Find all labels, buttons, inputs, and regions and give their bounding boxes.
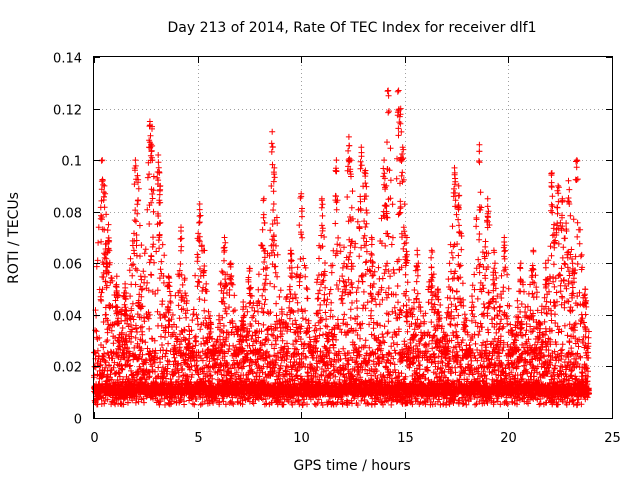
data-point-cluster	[572, 157, 581, 267]
data-point-cluster	[268, 128, 277, 256]
y-tick-label: 0.02	[53, 361, 82, 376]
data-point-cluster	[164, 273, 173, 328]
tick-marks	[94, 57, 613, 419]
data-point-cluster	[245, 265, 254, 335]
data-point-cluster	[428, 247, 436, 313]
y-tick-label: 0.12	[53, 104, 82, 119]
data-point-cluster	[338, 142, 386, 408]
data-point-cluster	[104, 221, 113, 276]
data-point-cluster	[450, 164, 459, 282]
data-point-cluster	[564, 177, 573, 287]
data-point-cluster	[503, 248, 551, 408]
data-point-cluster	[318, 195, 326, 288]
data-point-cluster	[433, 286, 442, 343]
data-point-cluster	[297, 199, 345, 409]
y-tick-label: 0.06	[53, 258, 82, 273]
data-point-cluster	[121, 280, 130, 346]
grid-layer	[94, 57, 612, 418]
data-point-cluster	[132, 143, 180, 408]
data-point-cluster	[226, 260, 235, 336]
x-tick-label: 15	[397, 431, 414, 446]
data-point-cluster	[517, 260, 525, 328]
data-point-cluster	[100, 182, 109, 281]
x-tick-label: 5	[194, 431, 202, 446]
y-tick-labels: 0 0.02 0.04 0.06 0.08 0.1 0.12 0.14	[53, 52, 82, 428]
data-point-cluster	[297, 190, 306, 262]
data-point-cluster	[542, 260, 550, 335]
data-point-cluster	[484, 195, 492, 296]
data-point-cluster	[239, 299, 247, 354]
data-point-cluster	[177, 224, 185, 313]
data-point-cluster	[154, 152, 163, 252]
y-tick-label: 0.08	[53, 207, 82, 222]
y-tick-label: 0.04	[53, 310, 82, 325]
y-axis-label: ROTI / TECUs	[6, 192, 22, 284]
data-point-cluster	[489, 247, 498, 311]
data-point-cluster	[581, 286, 589, 340]
x-tick-label: 0	[90, 431, 98, 446]
data-point-cluster	[148, 123, 156, 260]
data-point-cluster	[394, 87, 403, 218]
data-point-cluster	[558, 195, 567, 284]
data-points	[91, 87, 592, 409]
data-point-cluster	[548, 170, 557, 281]
data-point-cluster	[398, 144, 407, 271]
data-point-cluster	[402, 234, 411, 320]
data-point-cluster	[102, 260, 111, 336]
y-tick-label: 0.14	[53, 52, 82, 67]
data-point-cluster	[568, 260, 577, 333]
data-point-cluster	[382, 182, 391, 267]
data-point-cluster	[200, 247, 208, 314]
data-point-cluster	[133, 172, 142, 249]
data-point-cluster	[131, 157, 140, 272]
y-tick-label: 0.1	[61, 155, 82, 170]
data-point-cluster	[270, 164, 278, 244]
data-point-cluster	[286, 247, 295, 314]
data-point-cluster	[173, 230, 221, 408]
data-point-cluster	[413, 247, 422, 329]
data-point-cluster	[113, 273, 121, 325]
data-point-cluster	[475, 141, 484, 269]
y-tick-label: 0	[74, 413, 82, 428]
data-point-cluster	[455, 182, 463, 282]
data-point-cluster	[332, 157, 341, 257]
x-tick-labels: 0 5 10 15 20 25	[90, 431, 620, 446]
data-point-cluster	[156, 182, 164, 241]
data-point-cluster	[500, 234, 509, 318]
x-tick-label: 10	[293, 431, 310, 446]
data-point-cluster	[214, 263, 262, 408]
data-point-cluster	[421, 171, 469, 408]
data-point-cluster	[357, 144, 365, 251]
data-point-cluster	[361, 167, 370, 266]
data-point-cluster	[529, 247, 538, 323]
plot-frame	[93, 56, 613, 419]
data-point-cluster	[91, 181, 139, 408]
data-point-cluster	[554, 182, 562, 279]
data-point-cluster	[462, 189, 510, 408]
data-point-cluster	[137, 286, 146, 344]
chart-title: Day 213 of 2014, Rate Of TEC Index for r…	[168, 20, 537, 36]
data-point-cluster	[396, 105, 405, 237]
x-tick-label: 25	[604, 431, 621, 446]
data-point-cluster	[550, 221, 558, 290]
data-point-cluster	[379, 119, 427, 408]
data-point-cluster	[98, 157, 106, 266]
data-point-cluster	[220, 234, 229, 301]
data-point-cluster	[367, 234, 376, 314]
x-tick-label: 20	[500, 431, 517, 446]
data-point-cluster	[347, 157, 355, 267]
data-point-cluster	[260, 195, 268, 293]
x-axis-label: GPS time / hours	[293, 458, 410, 474]
data-point-cluster	[384, 87, 392, 240]
